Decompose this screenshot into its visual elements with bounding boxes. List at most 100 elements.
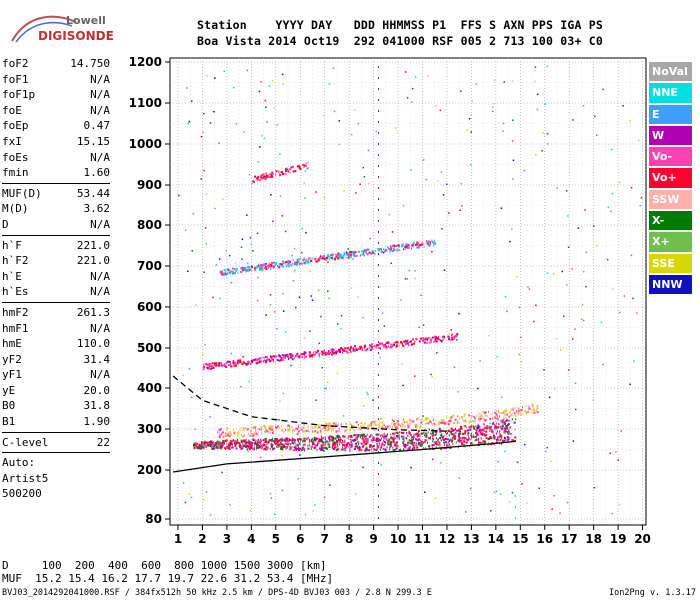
echo-point bbox=[350, 438, 352, 441]
echo-point bbox=[290, 166, 293, 169]
echo-point bbox=[337, 430, 339, 433]
parameter-row: foF2 14.750 bbox=[2, 56, 110, 72]
echo-point bbox=[505, 424, 508, 427]
parameter-row: yF1 N/A bbox=[2, 367, 110, 383]
echo-point bbox=[530, 408, 532, 411]
echo-point bbox=[504, 431, 506, 434]
echo-point bbox=[250, 445, 253, 448]
echo-point bbox=[343, 350, 346, 352]
echo-point bbox=[271, 428, 274, 431]
echo-point bbox=[301, 438, 303, 441]
echo-point bbox=[240, 426, 242, 429]
echo-point bbox=[349, 443, 351, 446]
echo-point bbox=[325, 447, 328, 450]
echo-point bbox=[336, 448, 338, 451]
echo-point bbox=[477, 438, 479, 440]
echo-point bbox=[285, 442, 288, 445]
echo-point bbox=[232, 272, 235, 275]
echo-point bbox=[372, 428, 375, 431]
echo-point bbox=[478, 429, 481, 432]
echo-point bbox=[253, 359, 256, 361]
echo-point bbox=[276, 441, 279, 444]
echo-point bbox=[452, 414, 455, 417]
echo-point bbox=[437, 336, 439, 339]
echo-point bbox=[364, 249, 367, 252]
echo-point bbox=[224, 364, 227, 367]
echo-point bbox=[385, 435, 388, 438]
echo-point bbox=[349, 447, 351, 450]
echo-point bbox=[435, 443, 438, 446]
echo-point bbox=[330, 426, 332, 429]
echo-point bbox=[287, 429, 290, 432]
echo-point bbox=[297, 261, 300, 264]
noise-point bbox=[357, 122, 360, 125]
echo-point bbox=[441, 436, 444, 439]
echo-point bbox=[254, 426, 256, 429]
echo-point bbox=[390, 346, 393, 349]
echo-point bbox=[482, 440, 484, 443]
noise-point bbox=[292, 280, 295, 282]
echo-point bbox=[220, 434, 222, 437]
echo-point bbox=[426, 342, 428, 345]
echo-point bbox=[515, 406, 517, 409]
echo-point bbox=[280, 263, 283, 266]
echo-point bbox=[391, 345, 394, 347]
echo-point bbox=[229, 433, 232, 436]
echo-point bbox=[388, 247, 391, 250]
echo-point bbox=[441, 433, 443, 436]
echo-point bbox=[198, 443, 201, 446]
noise-point bbox=[350, 460, 352, 462]
echo-point bbox=[352, 347, 354, 349]
echo-point bbox=[236, 432, 239, 435]
echo-point bbox=[307, 161, 309, 164]
echo-point bbox=[224, 439, 227, 442]
echo-point bbox=[430, 339, 432, 342]
echo-point bbox=[308, 257, 310, 260]
noise-point bbox=[556, 187, 558, 189]
echo-point bbox=[235, 267, 238, 270]
echo-point bbox=[338, 256, 341, 259]
echo-point bbox=[279, 427, 281, 429]
parameter-name: h`F2 bbox=[2, 254, 29, 268]
echo-point bbox=[465, 426, 467, 429]
echo-point bbox=[517, 411, 519, 413]
echo-point bbox=[465, 420, 467, 423]
echo-point bbox=[218, 443, 221, 446]
echo-point bbox=[438, 440, 440, 443]
echo-point bbox=[354, 345, 357, 348]
echo-point bbox=[263, 441, 266, 444]
echo-point bbox=[344, 445, 347, 448]
echo-point bbox=[522, 406, 523, 409]
echo-point bbox=[405, 342, 407, 345]
noise-point bbox=[520, 336, 522, 339]
echo-point bbox=[324, 427, 326, 430]
echo-point bbox=[350, 350, 352, 353]
noise-point bbox=[468, 118, 471, 120]
echo-point bbox=[288, 168, 291, 171]
noise-point bbox=[640, 196, 643, 199]
echo-point bbox=[479, 417, 482, 420]
echo-point bbox=[423, 341, 426, 344]
echo-point bbox=[470, 419, 472, 421]
echo-point bbox=[334, 258, 337, 261]
echo-point bbox=[322, 437, 324, 439]
echo-point bbox=[502, 423, 504, 426]
echo-point bbox=[242, 439, 244, 442]
echo-point bbox=[383, 432, 385, 435]
echo-point bbox=[503, 421, 506, 424]
echo-point bbox=[396, 432, 399, 435]
echo-point bbox=[275, 426, 276, 428]
echo-point bbox=[319, 352, 321, 355]
echo-point bbox=[313, 447, 316, 449]
echo-point bbox=[278, 433, 280, 436]
noise-point bbox=[362, 166, 364, 169]
noise-point bbox=[304, 170, 307, 172]
echo-point bbox=[237, 359, 240, 362]
echo-point bbox=[292, 428, 294, 431]
echo-point bbox=[257, 438, 259, 441]
echo-point bbox=[211, 444, 214, 447]
echo-point bbox=[428, 243, 431, 246]
echo-point bbox=[241, 447, 244, 450]
parameter-row: h`Es N/A bbox=[2, 284, 110, 300]
echo-point bbox=[267, 358, 268, 361]
